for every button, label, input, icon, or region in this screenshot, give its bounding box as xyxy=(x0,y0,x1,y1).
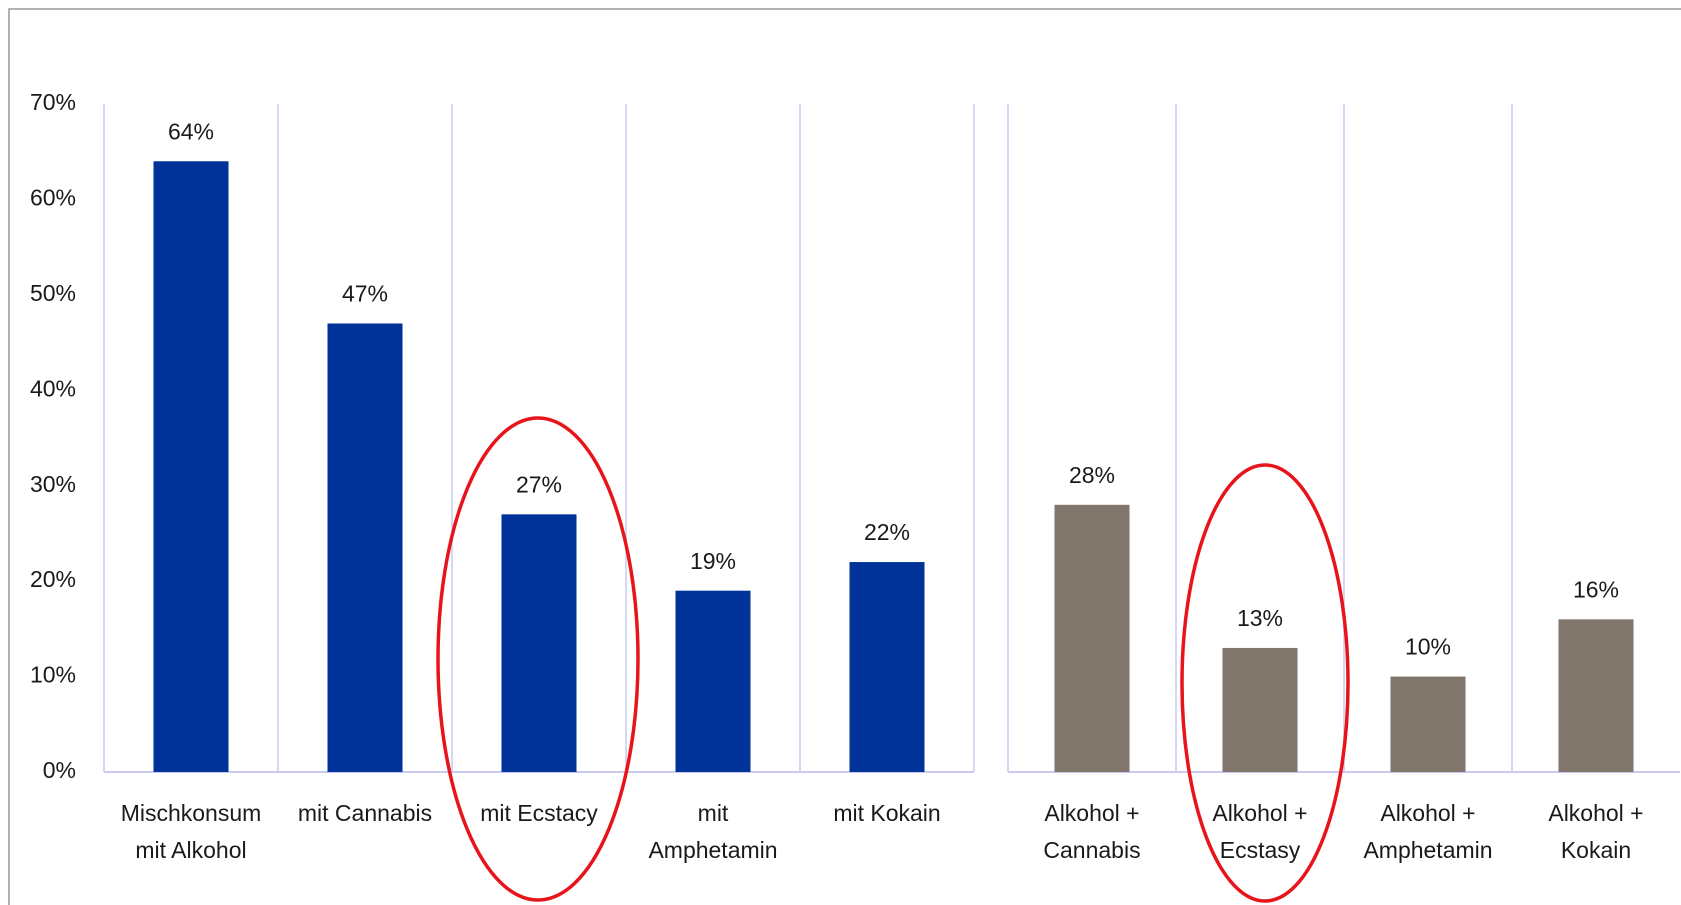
y-tick-label: 70% xyxy=(30,89,76,115)
y-tick-label: 30% xyxy=(30,471,76,497)
x-tick-label: mit Ecstacy xyxy=(480,800,598,826)
x-tick-label: Alkohol + Ecstasy xyxy=(1212,800,1308,863)
value-label: 47% xyxy=(342,281,388,307)
value-label: 16% xyxy=(1573,576,1619,602)
value-label: 10% xyxy=(1405,634,1451,660)
bar xyxy=(1390,676,1466,772)
value-label: 27% xyxy=(516,471,562,497)
value-label: 13% xyxy=(1237,605,1283,631)
x-tick-label: Alkohol + Kokain xyxy=(1548,800,1644,863)
frame xyxy=(8,8,1681,905)
value-label: 19% xyxy=(690,548,736,574)
x-tick-label: mit Cannabis xyxy=(297,800,433,826)
plot: 0% 10% 20% 30% 40% 50% 60% 70% 64% 47% 27% 19% 22% 28… xyxy=(30,89,1680,783)
y-tick-label: 50% xyxy=(30,280,76,306)
y-tick-label: 40% xyxy=(30,375,76,401)
bar xyxy=(849,562,925,772)
y-tick-label: 10% xyxy=(30,662,76,688)
x-tick-label: Mischkonsum mit Alkohol xyxy=(120,800,262,863)
highlight-ellipse xyxy=(436,416,640,902)
x-tick-label: Alkohol + Cannabis xyxy=(1043,800,1141,863)
x-tick-label: mit Kokain xyxy=(833,800,941,826)
bar xyxy=(675,590,751,772)
bar xyxy=(1222,647,1298,772)
bar xyxy=(153,161,229,772)
bar xyxy=(1558,619,1634,772)
value-label: 22% xyxy=(864,519,910,545)
x-tick-label: Alkohol + Amphetamin xyxy=(1363,800,1493,863)
bar xyxy=(1054,504,1130,772)
bar xyxy=(501,514,577,772)
highlight-ellipse xyxy=(1180,463,1350,903)
y-tick-label: 60% xyxy=(30,185,76,211)
bar xyxy=(327,323,403,772)
value-label: 64% xyxy=(168,118,214,144)
y-tick-label: 20% xyxy=(30,566,76,592)
x-tick-label: mit Amphetamin xyxy=(648,800,778,863)
y-tick-label: 0% xyxy=(43,757,76,783)
value-label: 28% xyxy=(1069,462,1115,488)
